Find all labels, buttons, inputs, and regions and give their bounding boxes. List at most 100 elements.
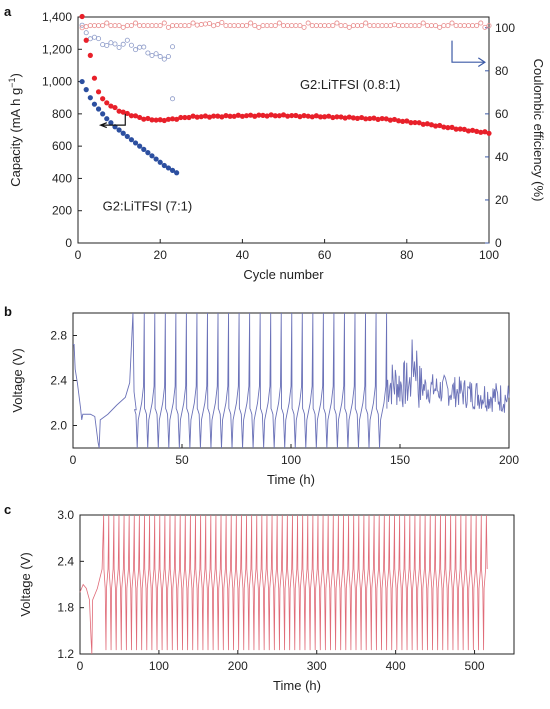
b-xtick-label-3: 150 (390, 453, 410, 467)
ce-point-08 (400, 23, 406, 29)
ce-point-08 (437, 24, 443, 30)
a-ytick-label-6: 1,200 (42, 42, 72, 56)
ce-point-71 (87, 36, 93, 42)
ce-point-08 (346, 24, 352, 30)
c-ytick-label-1: 1.8 (57, 601, 74, 615)
capacity-point-08 (108, 103, 114, 109)
capacity-point-08 (416, 120, 422, 126)
ce-point-08 (367, 23, 373, 29)
ce-point-08 (190, 20, 196, 26)
capacity-point-71 (169, 167, 176, 173)
capacity-point-08 (219, 114, 225, 120)
ce-point-08 (486, 23, 492, 29)
panel-label-c: c (4, 502, 11, 517)
c-xtick-label-4: 400 (386, 659, 406, 673)
ce-point-08 (301, 24, 307, 30)
a-ytick-label-7: 1,400 (42, 10, 72, 24)
c-ytick-label-3: 3.0 (57, 508, 74, 522)
ce-point-71 (137, 44, 143, 50)
ce-point-08 (194, 22, 200, 28)
ce-point-08 (371, 23, 377, 29)
a-xtick-label-4: 80 (400, 248, 414, 262)
ce-point-08 (268, 23, 274, 29)
capacity-point-08 (104, 100, 110, 106)
capacity-point-08 (445, 125, 451, 131)
panel-a-frame (77, 16, 490, 244)
ce-point-71 (153, 51, 159, 57)
capacity-point-08 (190, 113, 196, 119)
capacity-point-08 (215, 113, 221, 119)
capacity-point-08 (194, 114, 200, 120)
capacity-point-08 (354, 115, 361, 121)
panel-c-ylabel: Voltage (V) (18, 552, 33, 616)
ce-point-08 (211, 23, 217, 29)
capacity-point-08 (280, 112, 287, 118)
capacity-point-08 (239, 113, 245, 119)
capacity-point-08 (305, 113, 311, 119)
ce-point-08 (285, 23, 291, 29)
c-xtick-label-2: 200 (228, 659, 248, 673)
ce-point-08 (219, 19, 225, 25)
capacity-point-08 (293, 112, 299, 119)
capacity-point-08 (424, 121, 430, 127)
capacity-point-08 (342, 115, 348, 121)
ce-point-08 (461, 23, 467, 29)
capacity-point-08 (313, 113, 319, 119)
capacity-point-08 (178, 114, 184, 121)
capacity-point-08 (358, 114, 365, 121)
ce-point-08 (231, 23, 237, 29)
capacity-point-08 (404, 118, 410, 124)
ce-point-08 (375, 23, 381, 29)
ce-point-08 (412, 23, 418, 29)
ce-point-08 (482, 24, 488, 30)
panel-c-xlabel: Time (h) (273, 678, 321, 693)
a-xtick-label-2: 40 (236, 248, 250, 262)
a-y2tick-label-1: 20 (495, 193, 509, 207)
capacity-point-08 (132, 113, 139, 119)
capacity-point-08 (400, 118, 406, 125)
ce-point-71 (128, 42, 134, 48)
ce-point-08 (305, 20, 311, 26)
capacity-point-71 (91, 101, 98, 107)
ce-point-71 (165, 54, 171, 60)
ce-point-71 (120, 41, 126, 47)
capacity-point-08 (346, 114, 352, 120)
b-xtick-label-4: 200 (499, 453, 519, 467)
capacity-point-08 (91, 75, 98, 81)
ce-point-08 (128, 23, 134, 29)
capacity-point-08 (161, 117, 167, 124)
capacity-point-08 (182, 114, 188, 121)
capacity-point-08 (420, 121, 426, 127)
capacity-point-08 (95, 89, 102, 95)
ce-point-08 (387, 23, 393, 29)
a-ytick-label-4: 800 (52, 107, 72, 121)
capacity-point-08 (248, 112, 254, 118)
panel-b-ylabel: Voltage (V) (10, 348, 25, 412)
a-y2tick-label-2: 40 (495, 150, 509, 164)
ce-point-08 (137, 23, 143, 29)
capacity-point-08 (202, 113, 209, 119)
capacity-point-08 (412, 119, 418, 126)
capacity-point-08 (322, 114, 328, 120)
capacity-point-08 (461, 126, 467, 132)
panel-a-ylabel-sup: −1 (7, 78, 17, 88)
ce-point-08 (239, 23, 245, 29)
panel-label-b: b (4, 304, 12, 319)
capacity-point-08 (338, 114, 344, 120)
ce-point-08 (235, 23, 241, 29)
capacity-point-08 (465, 128, 472, 134)
capacity-point-08 (256, 112, 262, 118)
ce-point-71 (112, 41, 118, 47)
ce-point-08 (260, 23, 266, 29)
b-xtick-label-2: 100 (281, 453, 301, 467)
ce-point-08 (470, 23, 476, 29)
a-ytick-label-1: 200 (52, 204, 72, 218)
ce-point-08 (215, 22, 221, 28)
capacity-point-08 (83, 37, 89, 43)
capacity-point-08 (383, 116, 389, 122)
a-xtick-label-1: 20 (154, 248, 168, 262)
capacity-point-08 (449, 124, 455, 130)
ce-point-08 (104, 20, 110, 26)
ce-point-08 (396, 23, 402, 29)
left-axis-arrow (98, 113, 126, 129)
